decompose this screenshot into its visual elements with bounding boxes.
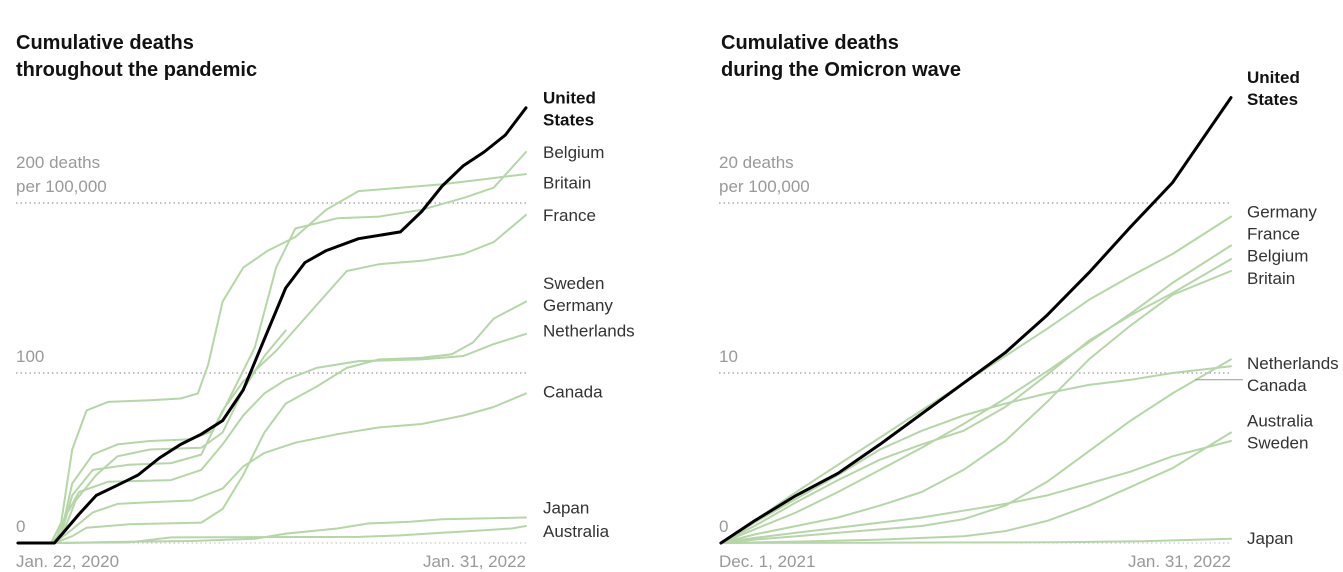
series-line-canada — [720, 358, 1232, 544]
series-label: Australia — [1247, 412, 1314, 431]
series-line-sweden — [17, 329, 287, 544]
series-line-united-states — [719, 96, 1233, 545]
series-line-canada — [17, 392, 527, 544]
series-label: France — [543, 206, 596, 225]
chart-panel-pandemic: Cumulative deaths throughout the pandemi… — [16, 32, 635, 571]
x-start-label: Dec. 1, 2021 — [719, 552, 815, 571]
y-tick-label: 10 — [719, 347, 738, 366]
series-line-sweden — [720, 440, 1232, 544]
series-line-united-states — [16, 106, 528, 545]
series-line-netherlands — [17, 332, 527, 544]
series-label: United — [1247, 68, 1300, 87]
series-line-belgium — [17, 173, 527, 544]
series-line-australia — [17, 525, 527, 544]
series-line-japan — [720, 537, 1232, 544]
series-label: Australia — [543, 522, 610, 541]
series-label: Netherlands — [543, 322, 635, 341]
series-label: States — [543, 111, 594, 130]
y-tick-label: 0 — [719, 517, 728, 536]
series-label: Sweden — [543, 274, 604, 293]
chart-title-line-2: during the Omicron wave — [721, 59, 961, 81]
chart-title-line-1: Cumulative deaths — [721, 32, 899, 54]
y-tick-label: 20 deaths — [719, 153, 794, 172]
series-label: Germany — [1247, 203, 1317, 222]
series-label: Japan — [543, 498, 589, 517]
y-tick-label: 0 — [16, 517, 25, 536]
chart-title-line-1: Cumulative deaths — [16, 32, 194, 54]
series-label: Belgium — [1247, 247, 1308, 266]
series-label: Netherlands — [1247, 354, 1339, 373]
series-label: States — [1247, 90, 1298, 109]
x-end-label: Jan. 31, 2022 — [423, 552, 526, 571]
series-line-france — [720, 244, 1232, 544]
series-label: Canada — [1247, 376, 1307, 395]
series-line-australia — [720, 431, 1232, 544]
series-line-britain — [720, 270, 1232, 544]
chart-panel-omicron: Cumulative deaths during the Omicron wav… — [719, 32, 1339, 571]
series-label: Britain — [1247, 269, 1295, 288]
series-line-netherlands — [720, 365, 1232, 544]
y-tick-label: 100 — [16, 347, 44, 366]
series-label: Canada — [543, 383, 603, 402]
series-label: United — [543, 89, 596, 108]
series-line-france — [17, 213, 527, 544]
series-label: Sweden — [1247, 434, 1308, 453]
series-line-germany — [17, 300, 527, 544]
series-label: Japan — [1247, 529, 1293, 548]
y-tick-label: 200 deaths — [16, 153, 100, 172]
series-label: Germany — [543, 296, 613, 315]
series-line-belgium — [720, 258, 1232, 544]
chart-title-line-2: throughout the pandemic — [16, 59, 257, 81]
series-label: France — [1247, 225, 1300, 244]
x-end-label: Jan. 31, 2022 — [1128, 552, 1231, 571]
series-label: Belgium — [543, 143, 604, 162]
x-start-label: Jan. 22, 2020 — [16, 552, 119, 571]
series-line-japan — [17, 516, 527, 544]
series-label: Britain — [543, 174, 591, 193]
y-tick-label: per 100,000 — [16, 177, 107, 196]
y-tick-label: per 100,000 — [719, 177, 810, 196]
